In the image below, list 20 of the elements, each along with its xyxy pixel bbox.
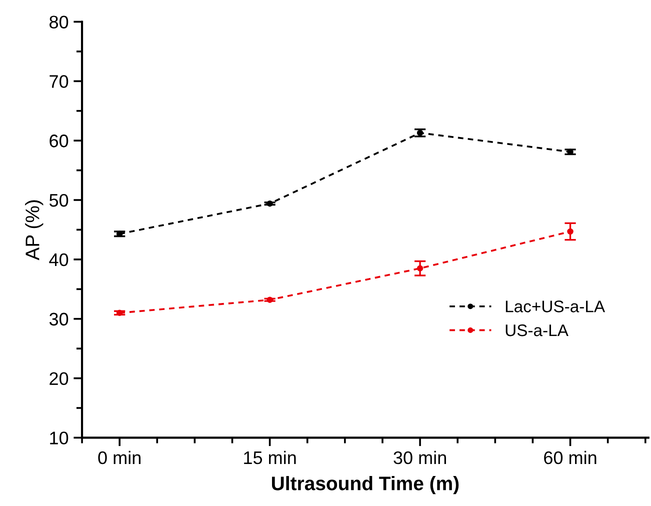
y-tick-label: 10 [50, 432, 68, 444]
point [116, 310, 123, 316]
y-tick-label: 60 [50, 134, 68, 148]
x-tick-label: 30 min [394, 450, 446, 464]
point [416, 130, 424, 136]
point [416, 265, 424, 272]
x-axis-title: Ultrasound Time (m) [272, 476, 459, 494]
y-tick-label: 20 [50, 372, 68, 385]
y-tick-label: 30 [49, 312, 68, 326]
point [567, 228, 574, 235]
y-tick-label: 80 [50, 16, 68, 28]
x-tick-label: 0 min [98, 450, 140, 464]
y-tick-label: 50 [49, 194, 68, 207]
x-tick-label: 60 min [544, 450, 596, 464]
y-tick-label: 40 [49, 253, 68, 266]
legend-label: Lac+US-a-LA [506, 300, 606, 312]
y-tick-label: 70 [50, 75, 68, 88]
y-axis-title: AP (%) [25, 200, 44, 260]
legend-label: US-a-LA [506, 324, 568, 336]
x-tick-label: 15 min [244, 450, 296, 464]
